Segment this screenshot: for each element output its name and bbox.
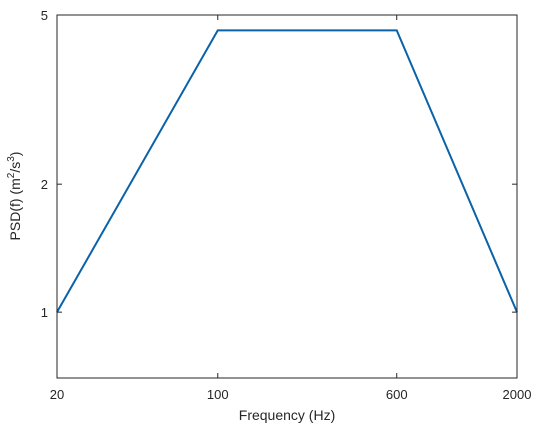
x-tick-label: 100 — [207, 387, 229, 402]
y-axis-label: PSD(f) (m2/s3) — [6, 152, 23, 241]
plot-frame — [56, 14, 518, 379]
plot-background — [57, 15, 517, 378]
y-tick-label: 1 — [41, 305, 48, 320]
x-axis-label: Frequency (Hz) — [239, 407, 335, 423]
x-tick-label: 2000 — [503, 387, 532, 402]
x-tick-label: 20 — [50, 387, 64, 402]
x-tick-label: 600 — [386, 387, 408, 402]
series-layer — [56, 29, 518, 313]
series-line-0 — [56, 29, 518, 313]
y-axis: 1 2 5 — [41, 8, 517, 320]
y-tick-label: 2 — [41, 177, 48, 192]
x-axis: 20 100 600 2000 — [50, 15, 532, 402]
y-tick-label: 5 — [41, 8, 48, 23]
